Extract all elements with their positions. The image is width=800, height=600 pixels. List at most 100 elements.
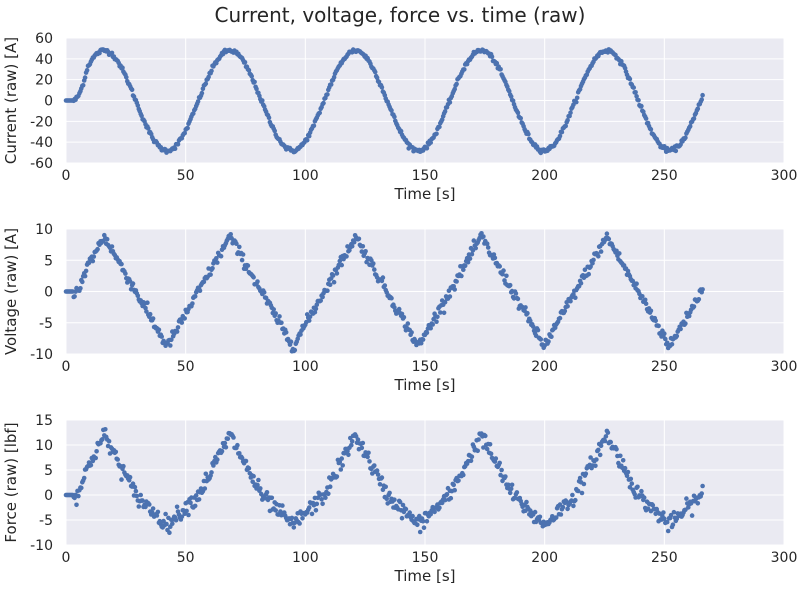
data-point — [132, 484, 138, 490]
data-point — [138, 492, 143, 498]
data-point — [469, 251, 475, 257]
data-point — [684, 496, 689, 501]
data-point — [487, 442, 493, 447]
data-point — [700, 92, 705, 98]
data-points — [63, 231, 705, 354]
data-point — [452, 86, 458, 92]
data-point — [452, 287, 458, 292]
data-point — [574, 95, 580, 101]
x-tick-label: 150 — [412, 550, 439, 566]
data-point — [604, 231, 610, 236]
data-point — [591, 257, 596, 263]
data-point — [272, 128, 278, 134]
data-point — [643, 116, 649, 121]
data-point — [174, 504, 180, 510]
data-point — [691, 116, 697, 121]
data-point — [642, 297, 648, 303]
x-tick-label: 300 — [771, 168, 798, 184]
data-point — [507, 490, 513, 496]
data-point — [337, 459, 343, 465]
data-point — [473, 245, 479, 251]
data-point — [501, 268, 506, 273]
data-point — [678, 326, 683, 332]
data-point — [100, 437, 105, 442]
data-point — [225, 436, 231, 442]
data-point — [494, 60, 500, 66]
data-point — [314, 501, 320, 507]
data-point — [136, 504, 142, 509]
data-point — [271, 307, 277, 312]
data-point — [355, 437, 361, 442]
data-point — [471, 238, 477, 243]
data-point — [184, 508, 189, 514]
data-point — [441, 310, 447, 316]
data-point — [565, 118, 570, 123]
data-point — [568, 110, 573, 116]
data-point — [215, 260, 220, 265]
data-point — [481, 234, 486, 239]
data-point — [643, 301, 649, 307]
data-point — [245, 263, 251, 268]
data-point — [297, 521, 302, 526]
data-point — [223, 445, 229, 450]
data-point — [553, 515, 559, 520]
data-point — [210, 266, 215, 271]
data-point — [264, 490, 270, 495]
data-point — [451, 482, 457, 488]
data-point — [452, 487, 458, 493]
data-point — [537, 514, 543, 520]
data-point — [289, 515, 295, 521]
data-point — [500, 271, 505, 277]
data-point — [195, 99, 201, 104]
data-point — [283, 330, 289, 335]
data-point — [164, 521, 169, 527]
data-point — [437, 124, 442, 130]
data-point — [82, 75, 88, 80]
data-point — [686, 313, 692, 319]
x-tick-label: 50 — [177, 168, 195, 184]
data-point — [218, 253, 224, 259]
x-tick-label: 200 — [531, 550, 558, 566]
data-point — [403, 506, 409, 512]
data-point — [161, 518, 166, 524]
data-point — [179, 320, 185, 325]
data-point — [650, 503, 656, 508]
data-point — [405, 321, 411, 326]
data-point — [514, 490, 520, 495]
data-point — [255, 279, 260, 284]
data-point — [278, 509, 283, 514]
data-point — [571, 503, 576, 509]
data-point — [86, 260, 92, 266]
data-point — [273, 311, 279, 316]
data-point — [669, 342, 675, 347]
x-tick-label: 250 — [651, 359, 678, 375]
data-point — [338, 467, 344, 472]
data-point — [334, 474, 340, 479]
data-point — [327, 282, 333, 288]
data-point — [314, 302, 320, 308]
data-point — [558, 512, 564, 517]
data-point — [618, 453, 623, 459]
data-point — [508, 94, 514, 99]
data-point — [95, 246, 100, 252]
data-point — [608, 439, 613, 445]
data-point — [594, 457, 599, 462]
data-point — [140, 498, 145, 503]
data-point — [568, 298, 573, 304]
data-point — [695, 106, 701, 112]
data-point — [78, 286, 83, 291]
x-tick-label: 250 — [651, 550, 678, 566]
data-point — [488, 451, 494, 457]
data-point — [565, 506, 570, 512]
data-point — [258, 486, 263, 491]
data-point — [700, 483, 705, 489]
data-point — [400, 502, 406, 508]
y-axis-label: Current (raw) [A] — [2, 37, 20, 164]
data-point — [396, 306, 402, 312]
data-point — [606, 236, 612, 242]
data-point — [597, 452, 603, 458]
y-tick-label: -10 — [30, 347, 53, 363]
data-point — [237, 244, 242, 250]
data-point — [392, 114, 397, 120]
data-point — [622, 65, 628, 71]
